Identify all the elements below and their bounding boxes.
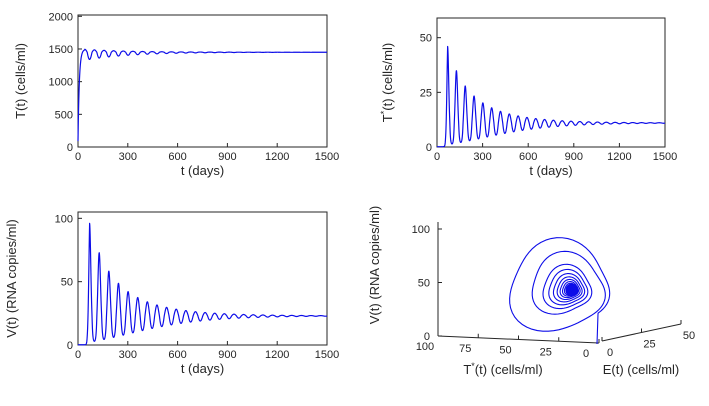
x-tick-label: 1500 bbox=[315, 151, 339, 163]
plot-T-vs-t: 0 300 600 900 1200 1500 0 500 1000 1500 2000 t (day… bbox=[13, 11, 339, 178]
x-tick-label: 0 bbox=[583, 348, 589, 360]
x-axis-label: t (days) bbox=[181, 361, 224, 376]
y-tick-label: 50 bbox=[61, 277, 73, 289]
x-tick-label: 300 bbox=[119, 151, 137, 163]
x-tick-label: 1200 bbox=[265, 349, 289, 361]
y-tick-label: 50 bbox=[683, 330, 695, 342]
y-tick-label: 0 bbox=[67, 340, 73, 352]
y-tick-label: 50 bbox=[420, 33, 432, 45]
x-tick-label: 1500 bbox=[315, 349, 339, 361]
y-tick-label: 0 bbox=[426, 142, 432, 154]
x-tick-label: 600 bbox=[168, 349, 186, 361]
axes-box bbox=[77, 211, 328, 346]
z-tick-label: 0 bbox=[424, 331, 430, 343]
x-tick-label: 0 bbox=[75, 349, 81, 361]
axes-box bbox=[77, 14, 328, 148]
y-tick-label: 2000 bbox=[49, 11, 73, 23]
y-tick-label: 0 bbox=[607, 347, 613, 359]
series-line bbox=[436, 45, 666, 148]
x-tick-label: 1200 bbox=[607, 151, 631, 163]
x-tick-label: 900 bbox=[565, 151, 583, 163]
x-tick-label: 300 bbox=[119, 349, 137, 361]
y-tick-label: 25 bbox=[420, 87, 432, 99]
x-tick-label: 75 bbox=[459, 343, 471, 355]
z-tick-label: 50 bbox=[418, 278, 430, 290]
x-axis-label: t (days) bbox=[529, 163, 572, 178]
x-tick-label: 50 bbox=[499, 345, 511, 357]
y-axis-label: T*(t) (cells/ml) bbox=[379, 43, 395, 122]
y-tick-label: 0 bbox=[67, 142, 73, 154]
x-tick-label: 300 bbox=[473, 151, 491, 163]
x-tick-label: 900 bbox=[218, 349, 236, 361]
x-tick-label: 0 bbox=[434, 151, 440, 163]
plot-phase-portrait-3d: 100 75 50 25 0 0 25 50 0 50 100 T*(t) (cells/ml) E(t… bbox=[367, 206, 695, 377]
y-tick-label: 500 bbox=[55, 109, 73, 121]
plot-V-vs-t: 0 300 600 900 1200 1500 0 50 100 t (days) V(t) (RN… bbox=[4, 211, 339, 376]
series-line bbox=[77, 48, 328, 142]
y-axis-label: E(t) (cells/ml) bbox=[603, 362, 680, 377]
x-tick-label: 100 bbox=[416, 341, 434, 353]
y-tick-label: 1000 bbox=[49, 77, 73, 89]
x-axis-label: T*(t) (cells/ml) bbox=[463, 361, 542, 377]
y-axis-label: V(t) (RNA copies/ml) bbox=[4, 219, 19, 337]
series-line bbox=[77, 222, 328, 346]
x-axis-label: t (days) bbox=[181, 163, 224, 178]
z-tick-label: 100 bbox=[412, 224, 430, 236]
x-tick-label: 900 bbox=[218, 151, 236, 163]
x-tick-label: 1200 bbox=[265, 151, 289, 163]
y-tick-label: 25 bbox=[643, 339, 655, 351]
y-axis-label: T(t) (cells/ml) bbox=[13, 43, 28, 119]
x-tick-label: 600 bbox=[519, 151, 537, 163]
x-tick-label: 1500 bbox=[653, 151, 677, 163]
axes-box bbox=[436, 17, 666, 148]
y-tick-label: 100 bbox=[55, 213, 73, 225]
plot-Tstar-vs-t: 0 300 600 900 1200 1500 0 25 50 t (days) T*(t) (ce… bbox=[379, 17, 677, 178]
x-tick-label: 25 bbox=[540, 346, 552, 358]
x-tick-label: 600 bbox=[168, 151, 186, 163]
z-axis-label: V(t) (RNA copies/ml) bbox=[367, 206, 382, 324]
x-tick-label: 0 bbox=[75, 151, 81, 163]
y-tick-label: 1500 bbox=[49, 44, 73, 56]
trajectory-line bbox=[509, 237, 611, 345]
